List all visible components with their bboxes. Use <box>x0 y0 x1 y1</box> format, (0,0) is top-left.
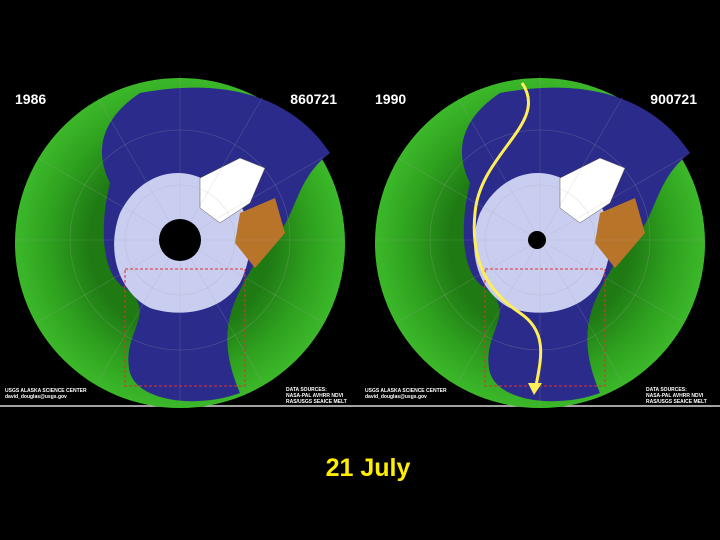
credit: USGS ALASKA SCIENCE CENTER <box>5 388 87 394</box>
slide-title: 21 July <box>326 454 411 482</box>
graticule <box>36 239 181 323</box>
map-panel: 1990 900721 USGS ALASKA SCIENCE CENTERdavi… <box>365 75 707 408</box>
arctic-islands <box>595 198 645 268</box>
graticule <box>179 96 263 241</box>
sources: RAS/USGS SEAICE MELT <box>646 399 707 405</box>
pole-hole <box>159 219 201 261</box>
graticule <box>396 239 541 323</box>
graticule <box>396 157 541 241</box>
map-panel: 1986 860721 USGS ALASKA SCIENCE CENTERdavi… <box>5 75 347 408</box>
graticule <box>124 184 236 296</box>
study-area <box>124 268 246 387</box>
graticule <box>179 239 324 323</box>
graticule <box>457 239 541 384</box>
credit: david_douglas@usgs.gov <box>365 394 427 400</box>
year-label: 1990 <box>375 91 406 107</box>
graticule <box>457 96 541 241</box>
date-code: 860721 <box>290 91 337 107</box>
sources: NASA-PAL AVHRR NDVI <box>646 393 704 399</box>
year-label: 1986 <box>15 91 46 107</box>
graticule <box>179 239 263 384</box>
study-area <box>484 268 606 387</box>
graticule <box>539 157 684 241</box>
date-code: 900721 <box>650 91 697 107</box>
graticule <box>539 96 623 241</box>
greenland <box>199 157 266 224</box>
arctic-islands <box>235 198 285 268</box>
sources: DATA SOURCES: <box>646 387 687 393</box>
sources: DATA SOURCES: <box>286 387 327 393</box>
credit: USGS ALASKA SCIENCE CENTER <box>365 388 447 394</box>
migration-arrowhead <box>528 383 542 395</box>
graticule <box>97 239 181 384</box>
sources: NASA-PAL AVHRR NDVI <box>286 393 344 399</box>
graticule <box>484 184 596 296</box>
graticule <box>69 129 291 351</box>
pole-hole <box>528 231 546 249</box>
credit: david_douglas@usgs.gov <box>5 394 67 400</box>
migration-route <box>472 82 543 392</box>
graticule <box>36 157 181 241</box>
graticule <box>539 239 623 384</box>
graticule <box>539 239 684 323</box>
graticule <box>97 96 181 241</box>
graticule <box>179 157 324 241</box>
sources: RAS/USGS SEAICE MELT <box>286 399 347 405</box>
greenland <box>559 157 626 224</box>
